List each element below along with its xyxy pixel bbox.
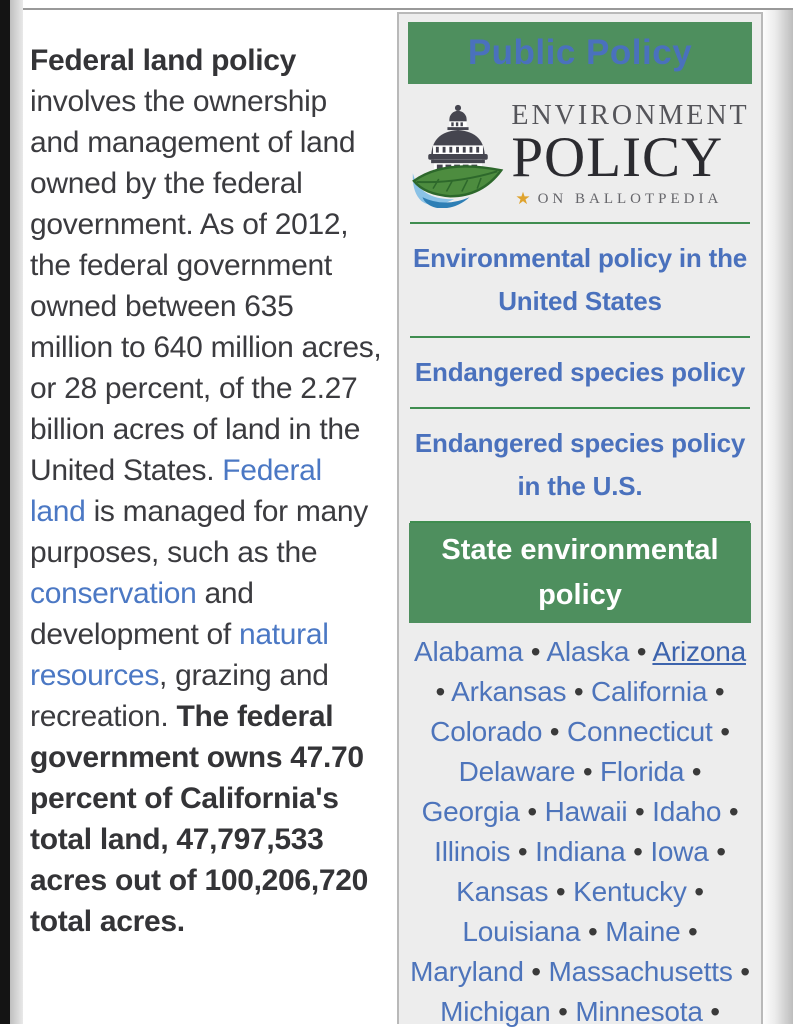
article-body: Federal land policy involves the ownersh… <box>30 40 382 942</box>
infobox-link-endangered-species-policy-us[interactable]: Endangered species policy in the U.S. <box>414 428 746 502</box>
state-link-michigan[interactable]: Michigan <box>440 996 551 1028</box>
conservation-link[interactable]: conservation <box>30 577 197 610</box>
bullet-separator: • <box>702 996 720 1028</box>
state-link-delaware[interactable]: Delaware <box>458 756 576 788</box>
public-policy-infobox: Public Policy <box>397 12 763 1027</box>
body-text: , grazing and recreation. <box>30 659 329 733</box>
natural-resources-link[interactable]: natural resources <box>30 618 329 692</box>
state-link-maryland[interactable]: Maryland <box>410 956 524 988</box>
state-link-massachusetts[interactable]: Massachusetts <box>548 956 733 988</box>
state-link-kansas[interactable]: Kansas <box>456 876 549 908</box>
bullet-separator: • <box>707 676 725 708</box>
capitol-leaf-icon <box>412 104 504 208</box>
bullet-separator: • <box>684 756 702 788</box>
infobox-link-environmental-policy-us[interactable]: Environmental policy in the United State… <box>412 243 748 317</box>
bullet-separator: • <box>712 716 730 748</box>
state-link-alaska[interactable]: Alaska <box>546 636 630 668</box>
divider <box>410 407 750 410</box>
bullet-separator: • <box>542 716 567 748</box>
page-edge-shadow-left <box>10 0 23 1024</box>
bullet-separator: • <box>721 796 739 828</box>
state-environmental-policy-header: State environmental policy <box>409 523 751 624</box>
infobox-link-endangered-species-policy[interactable]: Endangered species policy <box>414 357 746 388</box>
screen-edge-left <box>0 0 10 1024</box>
logo-tagline-text: ON BALLOTPEDIA <box>537 190 723 207</box>
divider <box>410 521 750 524</box>
bullet-separator: • <box>732 956 750 988</box>
state-link-kentucky[interactable]: Kentucky <box>573 876 687 908</box>
logo-tagline: ★ ON BALLOTPEDIA <box>511 189 749 209</box>
page-edge-shadow-right <box>763 10 793 1024</box>
state-links-list: Alabama • Alaska • Arizona • Arkansas • … <box>408 632 752 1032</box>
body-text: involves the ownership and management of… <box>30 85 382 487</box>
state-link-minnesota[interactable]: Minnesota <box>575 996 703 1028</box>
state-link-alabama[interactable]: Alabama <box>414 636 524 668</box>
state-link-colorado[interactable]: Colorado <box>430 716 543 748</box>
bullet-separator: • <box>550 996 576 1028</box>
bullet-separator: • <box>510 836 536 868</box>
state-link-indiana[interactable]: Indiana <box>535 836 626 868</box>
article-title-bold: Federal land policy <box>30 44 297 77</box>
state-link-connecticut[interactable]: Connecticut <box>566 716 713 748</box>
state-link-illinois[interactable]: Illinois <box>434 836 511 868</box>
divider <box>410 336 750 339</box>
body-text: and development of <box>30 577 254 651</box>
california-land-stat-bold: The federal government owns 47.70 percen… <box>30 700 369 938</box>
bullet-separator: • <box>435 676 452 708</box>
state-link-iowa[interactable]: Iowa <box>650 836 709 868</box>
article-intro-paragraph: Federal land policy involves the ownersh… <box>30 40 382 942</box>
state-link-georgia[interactable]: Georgia <box>421 796 520 828</box>
bullet-separator: • <box>627 796 653 828</box>
star-icon: ★ <box>515 189 531 209</box>
state-link-maine[interactable]: Maine <box>605 916 681 948</box>
logo-wordmark: ENVIRONMENT POLICY ★ ON BALLOTPEDIA <box>511 100 749 209</box>
state-link-california[interactable]: California <box>591 676 708 708</box>
state-link-arkansas[interactable]: Arkansas <box>451 676 567 708</box>
bullet-separator: • <box>523 956 549 988</box>
body-text: is managed for many purposes, such as th… <box>30 495 369 569</box>
bullet-separator: • <box>580 916 606 948</box>
logo-line-environment: ENVIRONMENT <box>511 100 750 131</box>
state-link-arizona[interactable]: Arizona <box>652 636 746 668</box>
public-policy-link[interactable]: Public Policy <box>467 33 693 72</box>
bullet-separator: • <box>680 916 698 948</box>
infobox-header: Public Policy <box>408 22 752 84</box>
state-link-louisiana[interactable]: Louisiana <box>462 916 581 948</box>
state-link-idaho[interactable]: Idaho <box>652 796 722 828</box>
federal-land-link[interactable]: Federal land <box>30 454 322 528</box>
environment-policy-logo[interactable]: ENVIRONMENT POLICY ★ ON BALLOTPEDIA <box>408 84 752 222</box>
bullet-separator: • <box>629 636 653 668</box>
bullet-separator: • <box>566 676 592 708</box>
bullet-separator: • <box>523 636 547 668</box>
bullet-separator: • <box>575 756 601 788</box>
state-link-florida[interactable]: Florida <box>600 756 685 788</box>
bullet-separator: • <box>519 796 545 828</box>
logo-line-policy: POLICY <box>511 126 724 189</box>
bullet-separator: • <box>686 876 704 908</box>
divider <box>410 222 750 225</box>
top-divider <box>23 8 793 10</box>
state-link-hawaii[interactable]: Hawaii <box>544 796 628 828</box>
bullet-separator: • <box>548 876 574 908</box>
bullet-separator: • <box>708 836 726 868</box>
bullet-separator: • <box>625 836 651 868</box>
